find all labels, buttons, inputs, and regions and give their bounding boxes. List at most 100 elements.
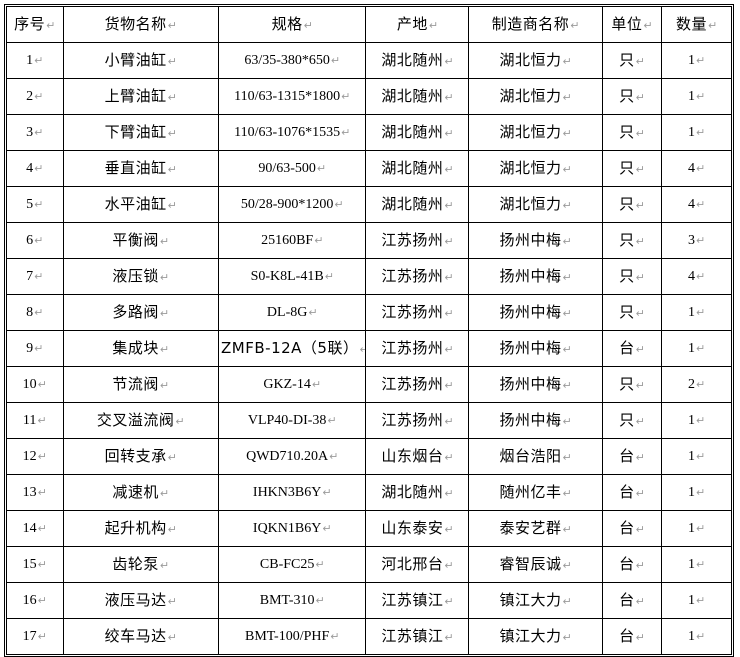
paragraph-mark-icon: ↵ — [34, 306, 44, 320]
paragraph-mark-icon: ↵ — [696, 630, 706, 644]
cell-qty-text: 4 — [688, 197, 696, 213]
paragraph-mark-icon: ↵ — [696, 450, 706, 464]
cell-unit: 只↵ — [601, 150, 663, 187]
paragraph-mark-icon: ↵ — [562, 270, 572, 284]
cell-spec-text: 25160BF — [261, 233, 314, 249]
cell-spec: 110/63-1076*1535↵ — [218, 114, 367, 151]
cell-seq-text: 1 — [26, 53, 34, 69]
goods-table-outer-border: 序号↵ 货物名称↵ 规格↵ 产地↵ 制造商名称↵ 单位↵ 数量↵ 1↵ 小臂油缸↵ 63/35-… — [4, 4, 734, 657]
cell-maker-text: 镇江大力 — [499, 590, 562, 609]
cell-unit: 台↵ — [601, 546, 663, 583]
paragraph-mark-icon: ↵ — [696, 522, 706, 536]
cell-seq-text: 17 — [22, 629, 37, 645]
paragraph-mark-icon: ↵ — [635, 270, 645, 284]
cell-seq: 7↵ — [6, 258, 64, 295]
cell-name-text: 平衡阀 — [112, 230, 159, 249]
cell-name: 减速机↵ — [62, 474, 220, 511]
cell-maker: 睿智辰诚↵ — [468, 546, 603, 583]
paragraph-mark-icon: ↵ — [167, 90, 177, 104]
table-row: 4↵ 垂直油缸↵ 90/63-500↵ 湖北随州↵ 湖北恒力↵ 只↵ 4↵ — [6, 150, 732, 187]
paragraph-mark-icon: ↵ — [167, 450, 177, 464]
cell-unit: 只↵ — [601, 114, 663, 151]
cell-spec: CB-FC25↵ — [218, 546, 367, 583]
cell-name: 上臂油缸↵ — [62, 78, 220, 115]
paragraph-mark-icon: ↵ — [635, 450, 645, 464]
cell-seq-text: 3 — [26, 125, 34, 141]
cell-seq: 9↵ — [6, 330, 64, 367]
paragraph-mark-icon: ↵ — [34, 90, 44, 104]
cell-maker: 湖北恒力↵ — [468, 42, 603, 79]
goods-table: 序号↵ 货物名称↵ 规格↵ 产地↵ 制造商名称↵ 单位↵ 数量↵ 1↵ 小臂油缸↵ 63/35-… — [6, 6, 732, 655]
paragraph-mark-icon: ↵ — [330, 630, 340, 644]
cell-qty-text: 1 — [688, 521, 696, 537]
cell-seq-text: 8 — [26, 305, 34, 321]
cell-maker-text: 扬州中梅 — [499, 374, 562, 393]
cell-qty: 1↵ — [661, 546, 732, 583]
paragraph-mark-icon: ↵ — [635, 306, 645, 320]
cell-origin-text: 湖北随州 — [381, 158, 444, 177]
column-header-origin: 产地↵ — [365, 6, 470, 43]
paragraph-mark-icon: ↵ — [635, 234, 645, 248]
table-row: 6↵ 平衡阀↵ 25160BF↵ 江苏扬州↵ 扬州中梅↵ 只↵ 3↵ — [6, 222, 732, 259]
cell-spec-text: 90/63-500 — [258, 161, 316, 177]
paragraph-mark-icon: ↵ — [635, 594, 645, 608]
cell-qty: 1↵ — [661, 618, 732, 655]
paragraph-mark-icon: ↵ — [159, 558, 170, 572]
paragraph-mark-icon: ↵ — [167, 594, 177, 608]
paragraph-mark-icon: ↵ — [167, 522, 177, 536]
paragraph-mark-icon: ↵ — [696, 198, 706, 212]
paragraph-mark-icon: ↵ — [562, 630, 572, 644]
cell-maker: 湖北恒力↵ — [468, 78, 603, 115]
cell-unit-text: 只 — [619, 50, 635, 69]
cell-name-text: 液压锁 — [112, 266, 159, 285]
paragraph-mark-icon: ↵ — [175, 414, 185, 428]
table-row: 15↵ 齿轮泵↵ CB-FC25↵ 河北邢台↵ 睿智辰诚↵ 台↵ 1↵ — [6, 546, 732, 583]
cell-spec-text: ZMFB-12A（5联） — [221, 338, 359, 357]
cell-qty: 3↵ — [661, 222, 732, 259]
cell-origin-text: 山东泰安 — [381, 518, 444, 537]
cell-spec: 63/35-380*650↵ — [218, 42, 367, 79]
cell-maker-text: 湖北恒力 — [499, 122, 562, 141]
paragraph-mark-icon: ↵ — [562, 126, 572, 140]
paragraph-mark-icon: ↵ — [562, 522, 572, 536]
paragraph-mark-icon: ↵ — [444, 270, 454, 284]
cell-name: 多路阀↵ — [62, 294, 220, 331]
cell-qty-text: 1 — [688, 557, 696, 573]
paragraph-mark-icon: ↵ — [562, 198, 572, 212]
cell-origin-text: 湖北随州 — [381, 482, 444, 501]
cell-spec-text: 63/35-380*650 — [244, 53, 330, 69]
cell-name-text: 回转支承 — [104, 446, 167, 465]
cell-unit: 只↵ — [601, 366, 663, 403]
paragraph-mark-icon: ↵ — [444, 234, 454, 248]
table-row: 8↵ 多路阀↵ DL-8G↵ 江苏扬州↵ 扬州中梅↵ 只↵ 1↵ — [6, 294, 732, 331]
paragraph-mark-icon: ↵ — [444, 378, 454, 392]
cell-unit-text: 只 — [619, 266, 635, 285]
cell-seq-text: 5 — [26, 197, 34, 213]
cell-unit-text: 只 — [619, 410, 635, 429]
cell-maker-text: 睿智辰诚 — [499, 554, 562, 573]
cell-name-text: 绞车马达 — [104, 626, 167, 645]
cell-seq-text: 4 — [26, 161, 34, 177]
cell-unit: 台↵ — [601, 330, 663, 367]
cell-unit-text: 台 — [619, 554, 635, 573]
paragraph-mark-icon: ↵ — [444, 450, 454, 464]
cell-origin: 江苏镇江↵ — [365, 618, 470, 655]
cell-qty: 1↵ — [661, 114, 732, 151]
cell-name-text: 水平油缸 — [104, 194, 167, 213]
cell-origin-text: 江苏扬州 — [381, 374, 444, 393]
paragraph-mark-icon: ↵ — [696, 234, 706, 248]
cell-spec-text: S0-K8L-41B — [250, 269, 324, 285]
cell-spec-text: IQKN1B6Y — [252, 521, 322, 537]
paragraph-mark-icon: ↵ — [46, 18, 56, 32]
cell-name: 下臂油缸↵ — [62, 114, 220, 151]
cell-spec: IQKN1B6Y↵ — [218, 510, 367, 547]
cell-name: 绞车马达↵ — [62, 618, 220, 655]
cell-maker-text: 泰安艺群 — [499, 518, 562, 537]
cell-spec: ZMFB-12A（5联）↵ — [218, 330, 367, 367]
cell-qty: 1↵ — [661, 474, 732, 511]
cell-unit: 台↵ — [601, 474, 663, 511]
cell-seq-text: 13 — [22, 485, 37, 501]
cell-qty-text: 1 — [688, 89, 696, 105]
cell-unit-text: 只 — [619, 194, 635, 213]
cell-unit-text: 只 — [619, 302, 635, 321]
